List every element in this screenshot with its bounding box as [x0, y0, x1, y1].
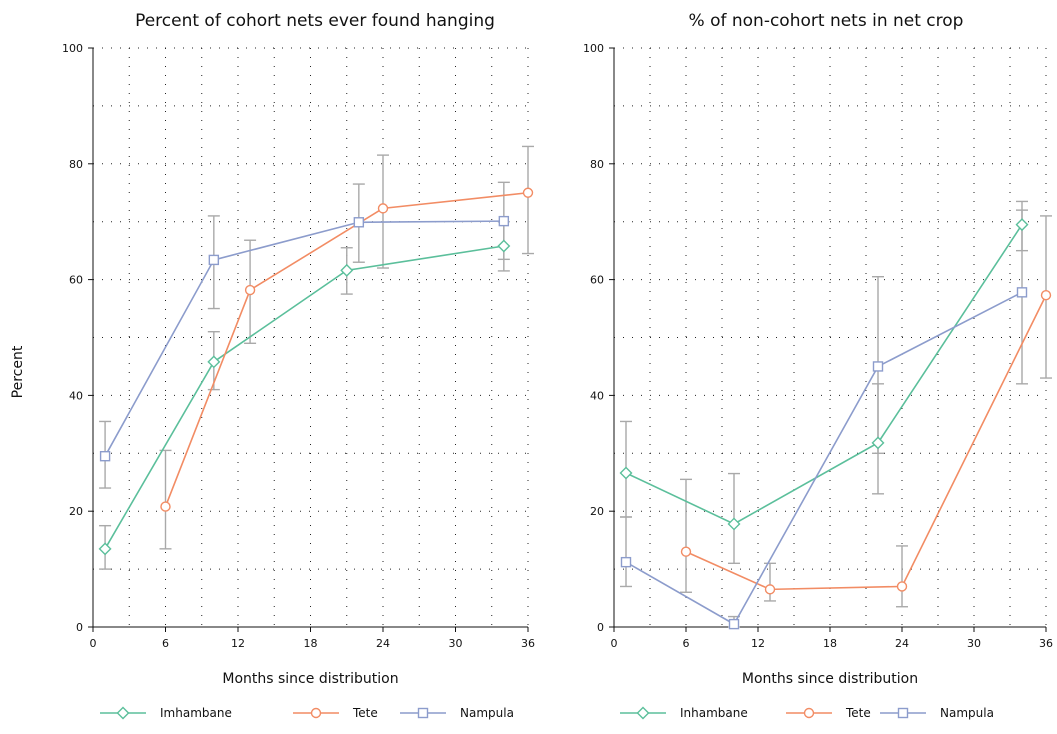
y-tick-label: 40	[69, 389, 83, 402]
series-nampula	[620, 287, 1028, 630]
data-point-marker	[340, 263, 354, 277]
chart-panel-2: % of non-cohort nets in net crop02040608…	[583, 11, 1053, 720]
data-point-marker	[872, 361, 884, 372]
y-tick-label: 80	[590, 158, 604, 171]
data-point-marker	[522, 187, 534, 198]
y-tick-label: 60	[590, 274, 604, 287]
x-tick-label: 12	[751, 637, 765, 650]
x-tick-label: 30	[967, 637, 981, 650]
data-point-marker	[497, 239, 511, 253]
x-tick-label: 24	[376, 637, 390, 650]
y-tick-label: 100	[62, 42, 83, 55]
data-point-marker	[207, 355, 221, 369]
x-axis-label: Months since distribution	[222, 671, 398, 687]
grid	[614, 47, 1047, 627]
x-tick-label: 12	[231, 637, 245, 650]
series-line	[625, 224, 1023, 525]
legend-marker	[417, 707, 429, 719]
data-point-marker	[498, 215, 510, 227]
data-point-marker	[1015, 218, 1029, 232]
series-tete	[680, 290, 1052, 595]
x-tick-label: 30	[449, 637, 463, 650]
x-tick-label: 6	[683, 637, 690, 650]
x-tick-label: 6	[162, 637, 169, 650]
data-point-marker	[208, 254, 220, 266]
legend: Inhambane Tete Nampula	[620, 706, 994, 720]
data-point-marker	[896, 581, 908, 592]
y-tick-label: 20	[69, 505, 83, 518]
grid	[93, 47, 529, 627]
y-tick-label: 20	[590, 505, 604, 518]
data-point-marker	[98, 542, 112, 556]
data-point-marker	[1040, 290, 1052, 301]
series-tete	[160, 187, 534, 512]
x-tick-label: 18	[304, 637, 318, 650]
x-tick-label: 36	[1039, 637, 1053, 650]
data-point-marker	[1016, 287, 1028, 298]
chart-title: Percent of cohort nets ever found hangin…	[135, 11, 495, 31]
series-line	[685, 294, 1047, 591]
chart-title: % of non-cohort nets in net crop	[689, 11, 964, 31]
legend-marker	[310, 707, 322, 719]
y-tick-label: 100	[583, 42, 604, 55]
series-line	[104, 245, 504, 550]
legend-label: Imhambane	[160, 706, 232, 720]
data-point-marker	[764, 584, 776, 595]
chart-panel-1: Percent of cohort nets ever found hangin…	[62, 11, 535, 720]
legend: Imhambane Tete Nampula	[100, 706, 514, 720]
series-nampula	[99, 215, 510, 462]
x-tick-label: 36	[521, 637, 535, 650]
legend-marker	[636, 706, 650, 720]
series-line	[164, 191, 529, 507]
legend-label: Inhambane	[680, 706, 748, 720]
data-point-marker	[99, 450, 111, 462]
series-imhambane	[98, 239, 511, 556]
legend-label: Tete	[352, 706, 378, 720]
data-point-marker	[619, 466, 633, 480]
series-line	[104, 220, 504, 457]
series-line	[625, 291, 1023, 626]
data-point-marker	[680, 546, 692, 557]
x-axis-label: Months since distribution	[742, 671, 918, 687]
legend-marker	[116, 706, 130, 720]
data-point-marker	[377, 203, 389, 214]
y-tick-label: 40	[590, 389, 604, 402]
data-point-marker	[620, 556, 632, 568]
legend-marker	[803, 707, 815, 719]
legend-label: Nampula	[940, 706, 994, 720]
x-tick-label: 0	[90, 637, 97, 650]
series-inhambane	[619, 218, 1029, 531]
x-tick-label: 0	[611, 637, 618, 650]
y-tick-label: 80	[69, 158, 83, 171]
data-point-marker	[160, 501, 171, 512]
data-point-marker	[244, 284, 256, 296]
y-tick-label: 0	[597, 621, 604, 634]
data-point-marker	[728, 618, 740, 630]
legend-label: Tete	[845, 706, 871, 720]
data-point-marker	[871, 436, 885, 450]
legend-label: Nampula	[460, 706, 514, 720]
y-tick-label: 60	[69, 274, 83, 287]
x-tick-label: 24	[895, 637, 909, 650]
legend-marker	[897, 707, 909, 719]
y-axis-label: Percent	[10, 345, 26, 398]
data-point-marker	[727, 517, 741, 531]
x-tick-label: 18	[823, 637, 837, 650]
data-point-marker	[353, 217, 365, 228]
y-tick-label: 0	[76, 621, 83, 634]
